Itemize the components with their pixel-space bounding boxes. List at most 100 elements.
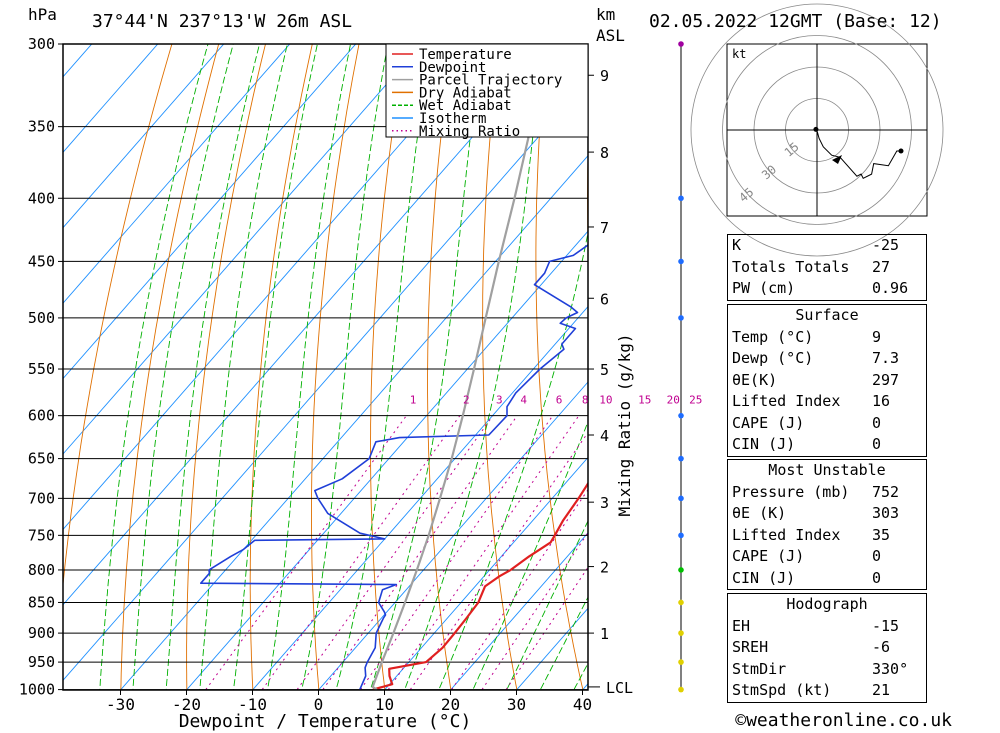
hodograph-start-point: [813, 126, 819, 132]
parcel-trajectory-series-line: [371, 44, 552, 690]
asl-label: ASL: [596, 26, 625, 45]
wet-adiabat-line: [199, 44, 288, 690]
isotherm-line: [251, 305, 588, 690]
wind-level-marker: [678, 567, 684, 573]
most-unstable-table: Most Unstable Pressure (mb) 752 θE (K) 303…: [727, 459, 927, 590]
surface-li-label: Lifted Index: [732, 392, 841, 410]
wet-adiabat-line: [369, 44, 483, 690]
isotherm-line: [63, 44, 423, 455]
hodograph-end-point: [898, 148, 904, 154]
tt-label: Totals Totals: [732, 257, 850, 276]
x-tick-label: 30: [507, 695, 526, 714]
eh-value: -15: [872, 616, 900, 635]
legend-label: Wet Adiabat: [419, 98, 512, 114]
surface-li-value: 16: [872, 392, 891, 410]
mixing-ratio-label: 15: [638, 394, 651, 407]
wet-adiabat-line: [267, 44, 351, 690]
datetime-label: 02.05.2022 12GMT (Base: 12): [649, 11, 942, 32]
mixing-ratio-line: [481, 531, 588, 690]
mixing-ratio-line: [387, 415, 580, 690]
mu-cin-value: 0: [872, 568, 882, 587]
wind-level-marker: [678, 195, 684, 202]
surface-theta-label: θE(K): [732, 370, 778, 389]
mixing-ratio-label: 3: [496, 394, 503, 407]
wind-level-marker: [678, 41, 684, 47]
km-tick-label: 6: [600, 290, 609, 308]
wind-level-marker: [678, 532, 684, 539]
legend-label: Parcel Trajectory: [419, 73, 562, 89]
wet-adiabat-line: [233, 44, 318, 690]
plot-frame: [62, 43, 589, 691]
temperature-series-line: [372, 481, 588, 690]
wind-level-marker: [678, 495, 684, 502]
isotherm-line: [185, 230, 588, 690]
wet-adiabat-line: [132, 44, 234, 690]
km-tick-label: 9: [600, 67, 609, 85]
km-tick-label: 3: [600, 494, 609, 512]
mixing-ratio-label: 2: [463, 394, 470, 407]
mixing-ratio-label: 6: [556, 394, 563, 407]
dry-adiabat-line: [63, 44, 173, 590]
mu-cin-label: CIN (J): [732, 568, 796, 587]
wind-level-marker: [678, 630, 684, 636]
legend-label: Temperature: [419, 47, 512, 63]
pressure-tick-label: 300: [28, 35, 55, 53]
pressure-tick-label: 350: [28, 118, 55, 136]
mixing-ratio-line: [205, 415, 407, 690]
location-title: 37°44'N 237°13'W 26m ASL: [92, 11, 352, 32]
dry-adiabat-line: [186, 44, 266, 690]
surface-cape-value: 0: [872, 413, 882, 432]
surface-theta-value: 297: [872, 370, 900, 389]
legend-label: Dewpoint: [419, 60, 486, 76]
pressure-tick-label: 950: [28, 653, 55, 671]
mu-li-label: Lifted Index: [732, 525, 841, 544]
dry-adiabat-line: [638, 7, 723, 716]
wind-level-marker: [678, 455, 684, 462]
dry-adiabat-line: [120, 44, 220, 690]
hodograph-ring: [690, 3, 944, 257]
wet-adiabat-line: [438, 230, 588, 690]
mixing-ratio-label: 4: [520, 394, 527, 407]
mixing-ratio-line: [451, 488, 588, 690]
wind-level-marker: [678, 659, 684, 665]
dry-adiabat-line: [535, 44, 584, 690]
isotherm-line: [383, 456, 588, 690]
isotherm-line: [63, 44, 357, 380]
copyright-footer[interactable]: ©weatheronline.co.uk: [735, 710, 952, 731]
stmdir-label: StmDir: [732, 659, 787, 678]
lcl-label: LCL: [606, 679, 633, 697]
stmspd-label: StmSpd (kt): [732, 681, 832, 699]
mixing-ratio-label: 20: [667, 394, 680, 407]
x-tick-label: 10: [375, 695, 394, 714]
km-tick-label: 2: [600, 559, 609, 577]
x-tick-label: -20: [172, 695, 201, 714]
surface-temp-label: Temp (°C): [732, 327, 814, 346]
k-label: K: [732, 236, 742, 254]
mixing-ratio-label: 1: [410, 394, 417, 407]
pressure-tick-label: 650: [28, 450, 55, 468]
isotherm-line: [63, 44, 291, 304]
km-tick-label: 8: [600, 144, 609, 162]
tt-value: 27: [872, 257, 891, 276]
storm-motion-arrow-icon: [832, 155, 842, 164]
pressure-tick-label: 500: [28, 309, 55, 327]
surface-dewp-label: Dewp (°C): [732, 349, 814, 367]
k-value: -25: [872, 236, 900, 254]
stmdir-value: 330°: [872, 659, 909, 678]
pressure-tick-label: 450: [28, 252, 55, 270]
dry-adiabat-line: [311, 44, 360, 690]
mixing-ratio-axis-title: Mixing Ratio (g/kg): [615, 333, 634, 516]
wet-adiabat-line: [472, 420, 588, 690]
pressure-tick-label: 800: [28, 561, 55, 579]
surface-cin-value: 0: [872, 435, 882, 453]
wet-adiabat-line: [301, 44, 389, 690]
wind-level-marker: [678, 412, 684, 419]
legend-label: Mixing Ratio: [419, 124, 520, 140]
isotherm-line: [317, 381, 588, 690]
pressure-tick-label: 850: [28, 593, 55, 611]
hodograph-trace: [815, 129, 901, 179]
x-tick-label: 0: [314, 695, 324, 714]
dry-adiabat-line: [482, 44, 518, 690]
